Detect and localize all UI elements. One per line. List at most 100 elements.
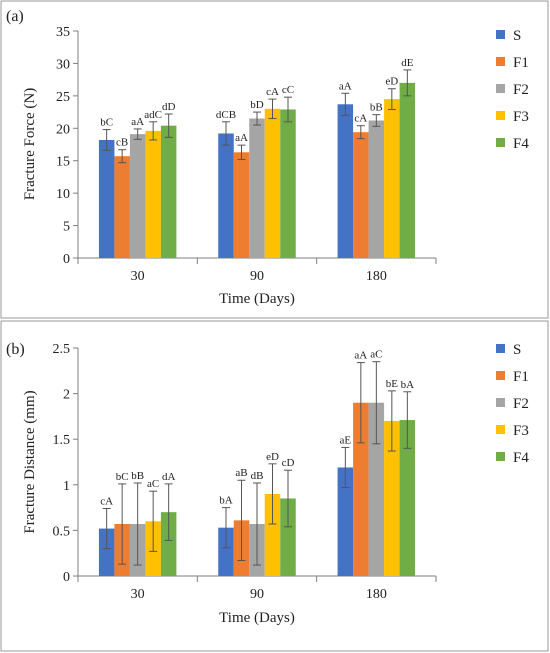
panel-b-legend-swatch-f2 [496, 398, 505, 407]
panel-b-legend-label-s: S [513, 342, 521, 358]
panel-b-bar-f2-180 [368, 402, 385, 576]
panel-a-legend-label-s: S [513, 28, 521, 44]
panel-b-legend-swatch-s [496, 344, 505, 353]
panel-a-legend-label-f1: F1 [513, 55, 529, 71]
panel-a-y-tick-label: 0 [63, 252, 70, 267]
panel-b-data-label: eD [266, 451, 279, 463]
panel-b-y-axis-title: Fracture Distance (mm) [22, 390, 38, 533]
panel-b-y-tick-label: 1.5 [53, 433, 71, 448]
panel-a-y-tick-label: 35 [56, 25, 70, 40]
panel-b-legend-label-f2: F2 [513, 396, 529, 412]
panel-a-data-label: bC [100, 117, 113, 129]
panel-b-legend-swatch-f3 [496, 425, 505, 434]
panel-b-bar-f3-90 [264, 493, 281, 576]
panel-a-label: (a) [6, 8, 24, 25]
panel-b-legend: S F1 F2 F3 F4 [496, 342, 529, 466]
panel-a-bar-f4-30 [160, 125, 177, 258]
panel-a-y-tick-label: 10 [56, 187, 70, 202]
panel-b-y-tick-label: 2.5 [53, 342, 71, 357]
panel-a-data-label: dD [162, 101, 176, 113]
panel-b-legend-label-f1: F1 [513, 369, 529, 385]
panel-a-legend: S F1 F2 F3 F4 [496, 28, 529, 152]
panel-a-data-label: cB [116, 137, 128, 149]
panel-a-bar-f2-90 [249, 118, 265, 258]
panel-b-bar-f1-180 [353, 402, 369, 576]
panel-b-data-label: bE [386, 378, 399, 390]
panel-b-y-tick-label: 2 [63, 388, 70, 403]
panel-a-legend-swatch-s [496, 30, 505, 39]
panel-a-bar-s-180 [337, 104, 354, 258]
panel-b-x-axis-title: Time (Days) [219, 610, 295, 626]
panel-b-data-label: aC [147, 478, 159, 490]
panel-b-data-label: aC [370, 349, 382, 361]
panel-b-label: (b) [6, 341, 25, 358]
panel-a-bar-f2-180 [368, 120, 385, 258]
panel-a-legend-label-f2: F2 [513, 82, 529, 98]
panel-a-bar-s-30 [98, 139, 115, 258]
panel-a-y-tick-label: 15 [56, 155, 70, 170]
panel-a-x-tick-label: 90 [250, 269, 264, 284]
panel-a-bar-f3-30 [145, 130, 161, 258]
panel-b-x-tick-label: 90 [250, 587, 264, 602]
panel-a-bar-f4-90 [280, 109, 296, 258]
panel-a-x-axis-title: Time (Days) [219, 291, 295, 307]
panel-a-data-label: dE [401, 57, 414, 69]
panel-a-bar-f4-180 [399, 82, 416, 258]
panel-b-data-label: bA [401, 379, 415, 391]
panel-a-data-label: aA [235, 132, 248, 144]
panel-a-legend-swatch-f2 [496, 84, 505, 93]
panel-a-y-tick-label: 25 [56, 90, 70, 105]
panel-a-legend-label-f3: F3 [513, 109, 529, 125]
panel-b-bar-s-90 [218, 527, 234, 576]
panel-a-bar-s-90 [218, 133, 234, 258]
panel-b-data-label: cD [282, 457, 295, 469]
panel-b-legend-label-f4: F4 [513, 450, 529, 466]
panel-b-x-tick-label: 30 [131, 587, 145, 602]
panel-a-data-label: aA [339, 80, 352, 92]
panel-a-legend-label-f4: F4 [513, 136, 529, 152]
panel-a-legend-swatch-f1 [496, 57, 505, 66]
panel-b-y-tick-label: 1 [63, 479, 70, 494]
panel-b-data-label: bA [219, 495, 233, 507]
panel-a-bar-f2-30 [129, 134, 146, 258]
panel-b-y-tick-label: 0.5 [53, 524, 71, 539]
panel-b-legend-label-f3: F3 [513, 423, 529, 439]
panel-b-legend-swatch-f1 [496, 371, 505, 380]
panel-a-data-label: dCB [216, 109, 236, 121]
panel-b-bar-f4-30 [160, 512, 177, 576]
panel-a-data-label: bD [250, 99, 264, 111]
panel-b-legend-swatch-f4 [496, 452, 505, 461]
panel-b-y-tick-label: 0 [63, 570, 70, 585]
panel-a-x-tick-label: 30 [131, 269, 145, 284]
panel-a-y-tick-label: 5 [63, 220, 70, 235]
panel-b-border [0, 320, 549, 652]
panel-a-data-label: aA [131, 116, 144, 128]
panel-b-data-label: aB [235, 467, 247, 479]
panel-b-bar-f3-180 [384, 420, 400, 576]
panel-a-bar-f1-180 [353, 132, 369, 258]
panel-a-data-label: cC [282, 84, 294, 96]
panel-a-legend-swatch-f4 [496, 138, 505, 147]
panel-b-data-label: aE [340, 434, 352, 446]
panel-b-data-label: bC [116, 471, 129, 483]
panel-b-data-label: aA [354, 350, 367, 362]
panel-b-bar-f4-90 [280, 498, 296, 576]
panel-a-bar-f1-30 [114, 156, 130, 258]
panel-a-data-label: cA [266, 86, 279, 98]
panel-b-x-tick-label: 180 [366, 587, 387, 602]
panel-a-legend-swatch-f3 [496, 111, 505, 120]
panel-b-bar-f4-180 [399, 420, 416, 576]
panel-b-data-label: dB [251, 470, 264, 482]
panel-a-x-tick-label: 180 [366, 269, 387, 284]
panel-a-data-label: cA [354, 113, 367, 125]
panel-a-bar-f3-180 [384, 99, 400, 258]
panel-a-y-axis-title: Fracture Force (N) [22, 88, 38, 200]
panel-b-data-label: dA [162, 471, 176, 483]
panel-a: (a) Fracture Force (N) Time (Days) 0 5 10 1… [0, 0, 549, 319]
panel-b-bar-s-30 [98, 528, 115, 576]
panel-a-data-label: bB [370, 102, 383, 114]
panel-b-bar-s-180 [337, 467, 354, 576]
